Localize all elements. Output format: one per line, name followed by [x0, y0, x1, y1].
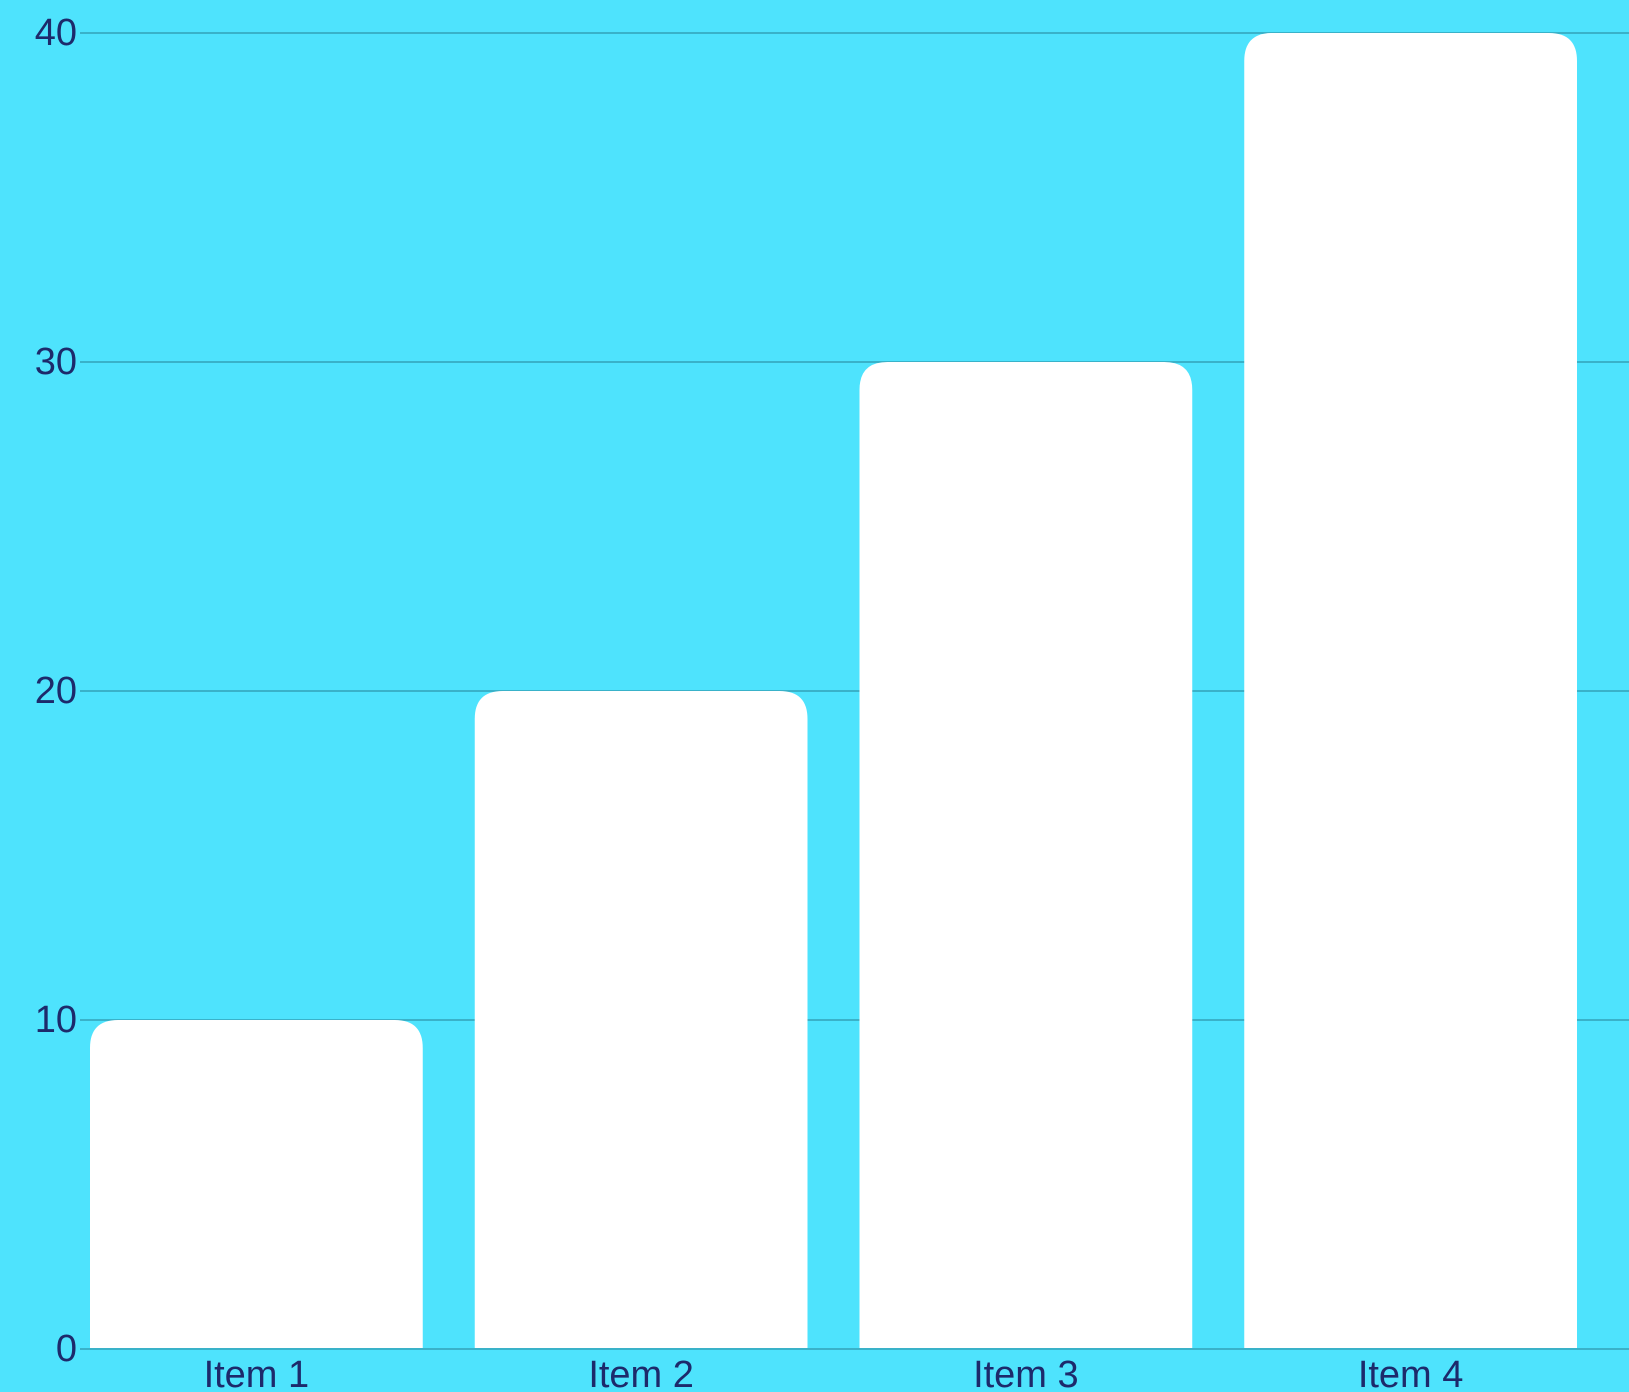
x-tick-label: Item 4 [1358, 1354, 1464, 1392]
y-tick-label: 30 [35, 341, 77, 383]
y-tick-label: 10 [35, 999, 77, 1041]
bar-item-4 [1244, 33, 1577, 1349]
bar-item-3 [859, 362, 1193, 1349]
y-tick-label: 20 [35, 670, 77, 712]
y-tick-label: 40 [35, 12, 77, 54]
x-tick-label: Item 3 [973, 1354, 1079, 1392]
bars-layer [90, 33, 1577, 1349]
x-tick-label: Item 2 [588, 1354, 694, 1392]
y-tick-label: 0 [56, 1328, 77, 1370]
x-tick-label: Item 1 [204, 1354, 310, 1392]
x-axis-ticks: Item 1 Item 2 Item 3 Item 4 [204, 1354, 1464, 1392]
bar-item-1 [90, 1020, 423, 1349]
bar-item-2 [474, 691, 808, 1349]
y-axis-ticks: 0 10 20 30 40 [35, 12, 90, 1370]
